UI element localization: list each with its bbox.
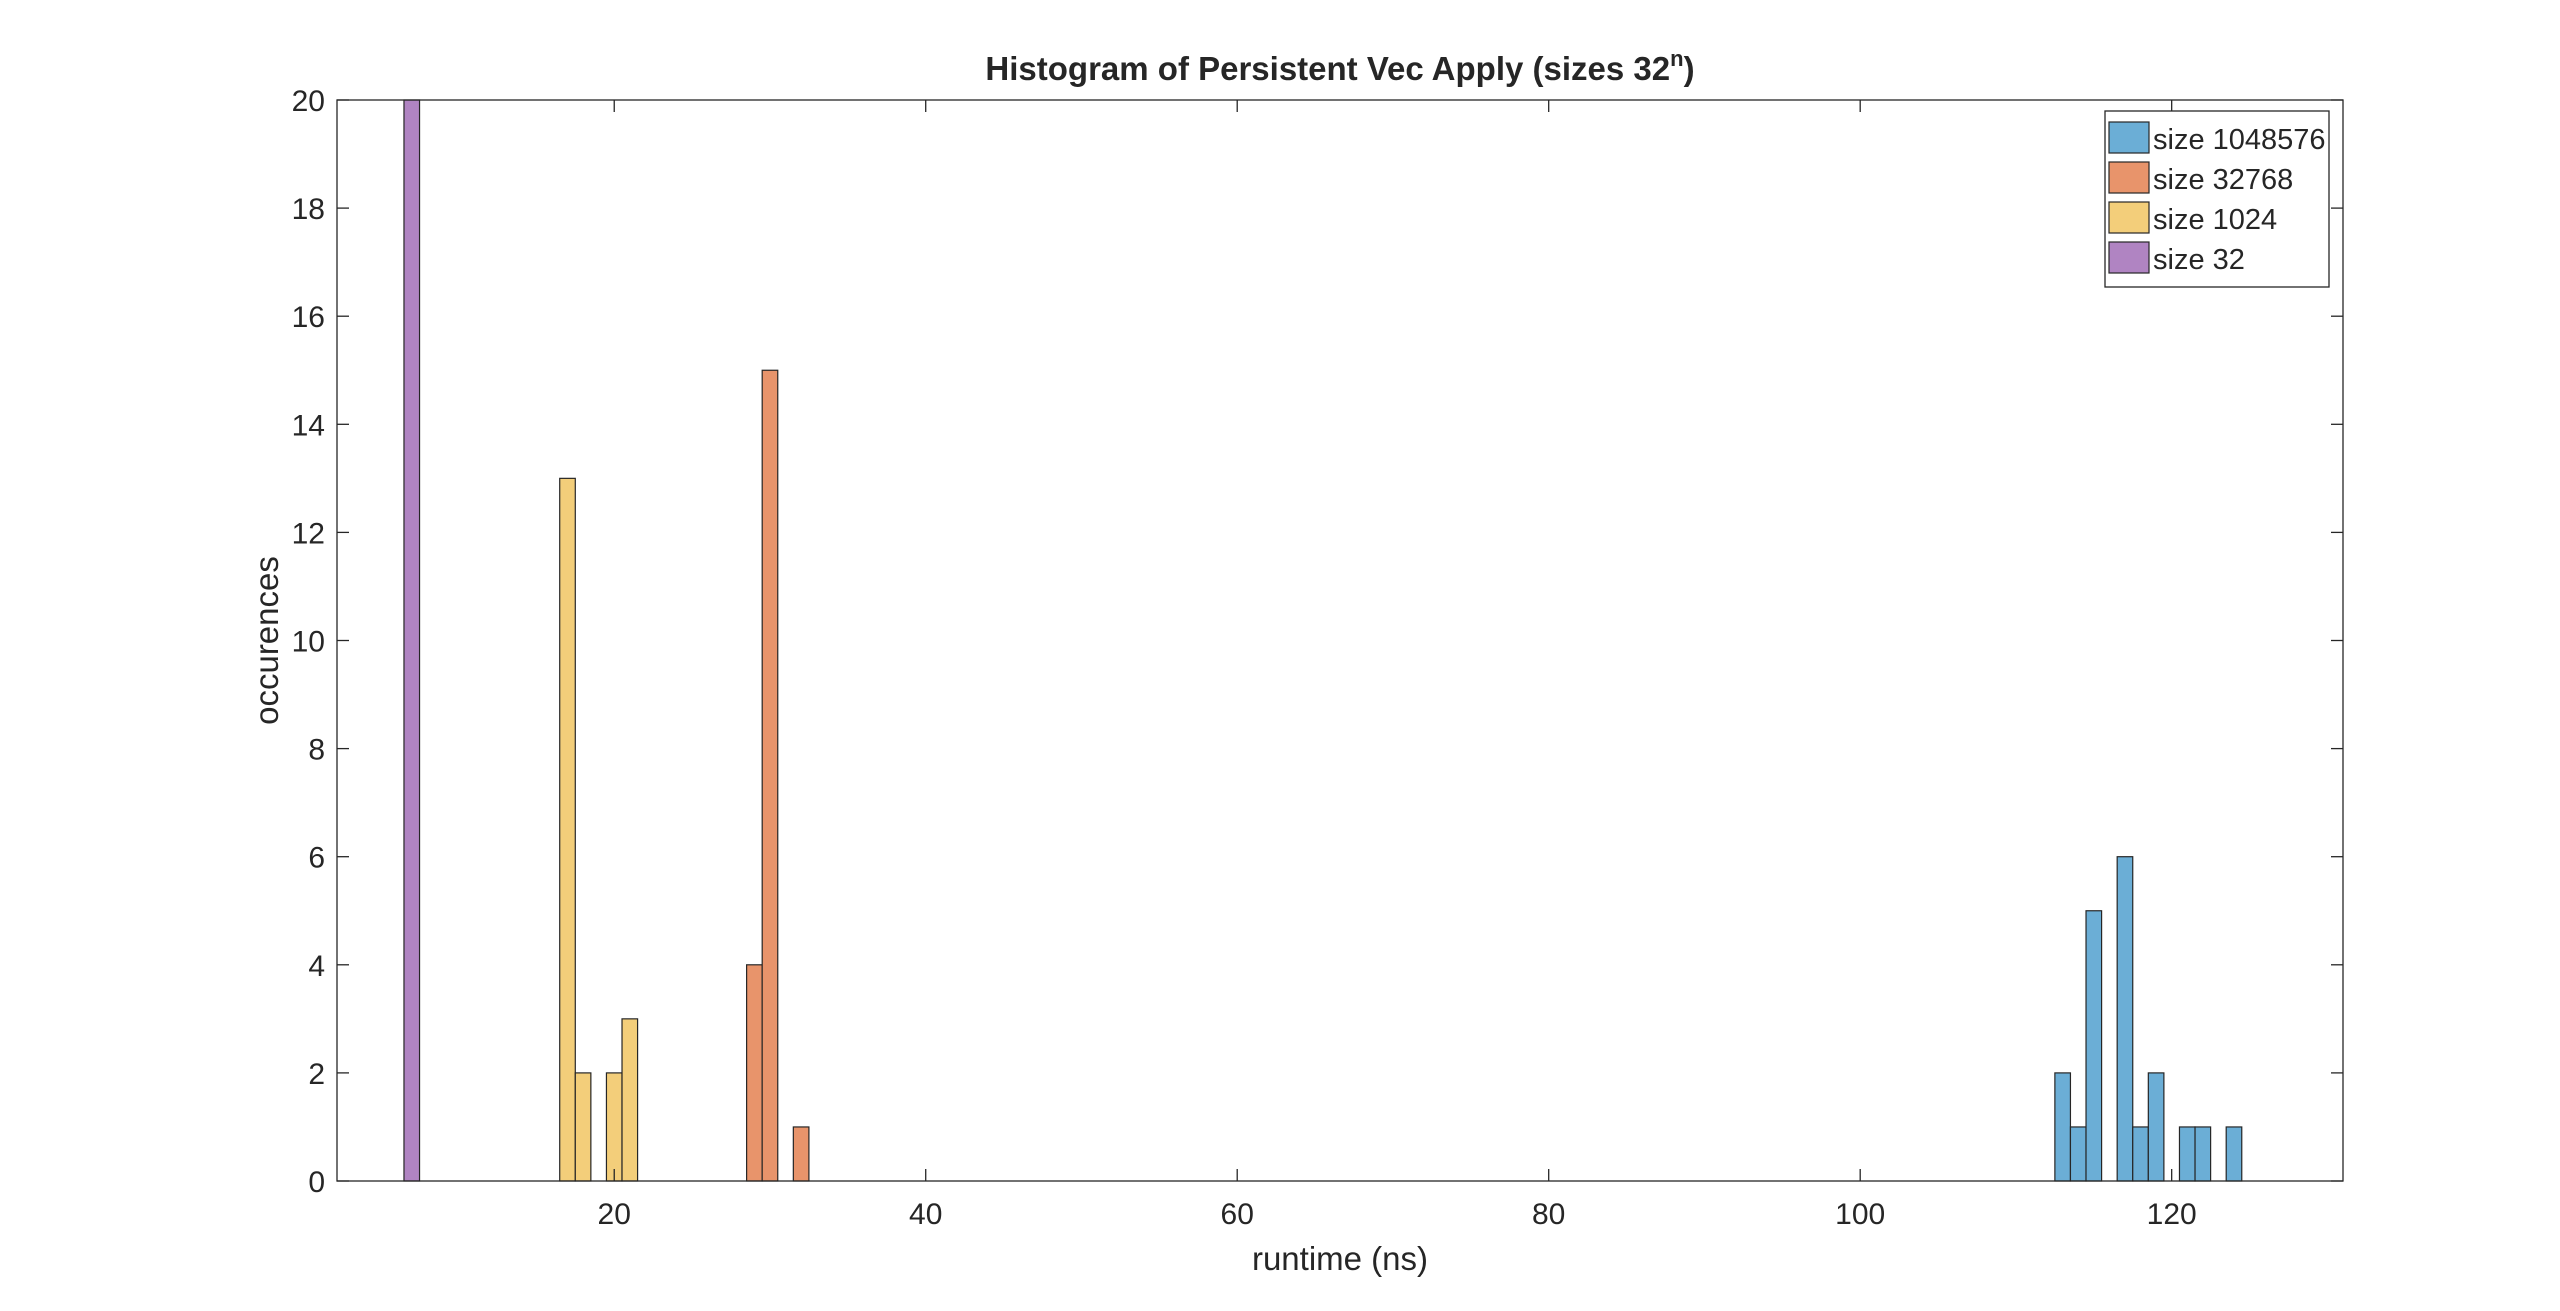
histogram-bar [2116,856,2134,1182]
histogram-bar [761,369,779,1182]
histogram-bar [403,99,421,1182]
chart-title-main: Histogram of Persistent Vec Apply (sizes… [985,50,1670,87]
y-tick-label: 16 [292,301,325,334]
ticks-layer [337,99,2343,1182]
legend-swatch [2108,201,2150,234]
tick-labels-layer: 20 40 60 80 100 120 0 2 4 6 8 10 12 14 16 18 20 [292,85,2197,1231]
chart-title-suffix: ) [1684,50,1695,87]
x-tick-label: 80 [1532,1198,1565,1231]
histogram-bar [2054,1072,2072,1182]
histogram-bar [2085,910,2103,1182]
legend-entry-label: size 32768 [2153,164,2293,196]
histogram-bar [792,1126,810,1182]
y-tick-label: 6 [308,842,325,875]
legend-swatch [2108,161,2150,194]
legend: size 1048576 size 32768 size 1024 size 32 [2104,110,2330,288]
y-tick-label: 20 [292,85,325,118]
x-tick-label: 100 [1835,1198,1885,1231]
x-tick-label: 120 [2147,1198,2197,1231]
legend-entry-label: size 1048576 [2153,124,2326,156]
y-tick-label: 2 [308,1058,325,1091]
histogram-bar [2194,1126,2212,1182]
histogram-bar [621,1018,639,1182]
histogram-bar [2147,1072,2165,1182]
histogram-bar [2132,1126,2149,1182]
y-tick-label: 8 [308,734,325,767]
histogram-bar [746,964,763,1182]
legend-swatch [2108,121,2150,154]
histogram-bar [2178,1126,2196,1182]
y-tick-label: 18 [292,193,325,226]
legend-entry-label: size 1024 [2153,204,2277,236]
x-tick-label: 40 [909,1198,942,1231]
y-tick-label: 4 [308,950,325,983]
legend-entry-label: size 32 [2153,244,2245,276]
bars-layer [403,99,2243,1182]
y-tick-label: 10 [292,626,325,659]
histogram-bar [2069,1126,2087,1182]
chart-title: Histogram of Persistent Vec Apply (sizes… [985,46,1694,87]
x-tick-label: 20 [598,1198,631,1231]
chart-title-superscript: n [1670,46,1683,71]
x-axis-label: runtime (ns) [1252,1240,1428,1277]
x-tick-label: 60 [1221,1198,1254,1231]
y-tick-label: 12 [292,517,325,550]
y-axis-label: occurences [248,556,285,725]
histogram-bar [2225,1126,2243,1182]
legend-swatch [2108,241,2150,274]
histogram-bar [574,1072,592,1182]
histogram-bar [559,477,576,1182]
y-tick-label: 14 [292,409,325,442]
y-tick-label: 0 [308,1166,325,1199]
histogram-bar [605,1072,623,1182]
